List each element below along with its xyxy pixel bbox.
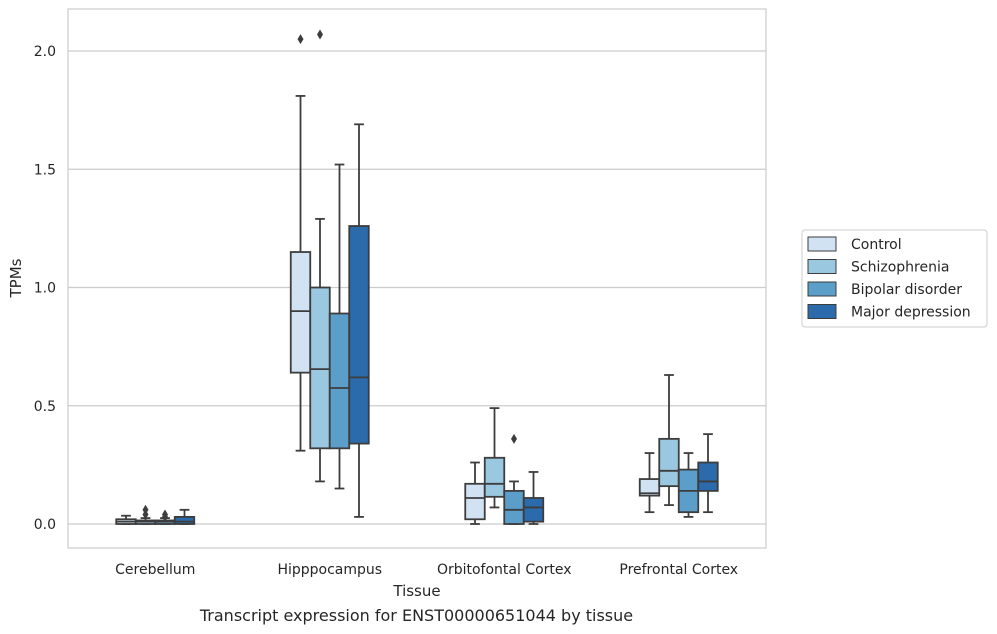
y-tick-label: 0.5 [34,399,56,415]
box-schizophrenia [658,374,680,506]
grid-lines [68,50,766,525]
box-control [464,461,486,525]
plot-frame [67,8,767,549]
legend-swatch [807,281,837,297]
box-major-depression [697,433,719,514]
box-control [289,34,312,452]
legend-swatch [807,259,837,274]
legend-swatch [807,236,837,252]
box-control [115,514,137,525]
legend-label: Control [851,237,902,253]
box-iqr [289,251,312,374]
box-iqr [348,225,370,445]
x-tick-label: Hipppocampus [277,562,382,578]
outlier-point [162,509,168,520]
box-schizophrenia [309,29,331,483]
x-tick-label: Prefrontal Cortex [619,562,738,578]
box-bipolar-disorder [154,509,176,525]
box-bipolar-disorder [677,452,700,518]
legend-swatch [807,304,837,319]
box-control [638,452,661,514]
y-tick-label: 1.0 [34,281,56,297]
y-axis-title: TPMs [7,258,25,298]
box-major-depression [173,508,196,525]
x-tick-labels: Cerebellum Hipppocampus Orbitofontal Corte… [115,562,738,578]
box-iqr [658,437,680,488]
box-iqr [173,516,196,525]
box-layer [115,29,719,525]
box-major-depression [522,471,545,525]
box-major-depression [348,123,370,518]
y-tick-label: 0.0 [34,517,56,533]
box-iqr [464,482,486,521]
box-iqr [309,286,331,450]
figure-caption: Transcript expression for ENST0000065104… [199,606,634,625]
box-iqr [522,497,545,523]
x-axis-title: Tissue [392,582,440,600]
box-bipolar-disorder [503,433,525,525]
y-tick-labels: 0.0 0.5 1.0 1.5 2.0 [34,44,56,533]
legend-label: Schizophrenia [851,260,949,276]
x-tick-label: Cerebellum [115,562,195,578]
box-iqr [483,456,506,498]
box-schizophrenia [134,504,157,525]
legend-frame [801,229,988,328]
outlier-point [317,29,323,40]
outlier-point [297,34,304,45]
y-tick-label: 2.0 [34,44,56,60]
legend: Control Schizophrenia Bipolar disorder Majo… [801,229,988,328]
legend-label: Bipolar disorder [851,282,962,298]
box-bipolar-disorder [328,163,351,490]
outlier-point [142,504,149,515]
box-iqr [328,312,351,450]
legend-label: Major depression [851,305,971,321]
box-iqr [638,478,661,497]
box-schizophrenia [483,407,506,509]
y-tick-label: 1.5 [34,162,56,178]
box-iqr [697,461,719,492]
x-tick-label: Orbitofontal Cortex [437,562,572,578]
box-iqr [503,489,525,525]
outlier-point [511,433,517,444]
